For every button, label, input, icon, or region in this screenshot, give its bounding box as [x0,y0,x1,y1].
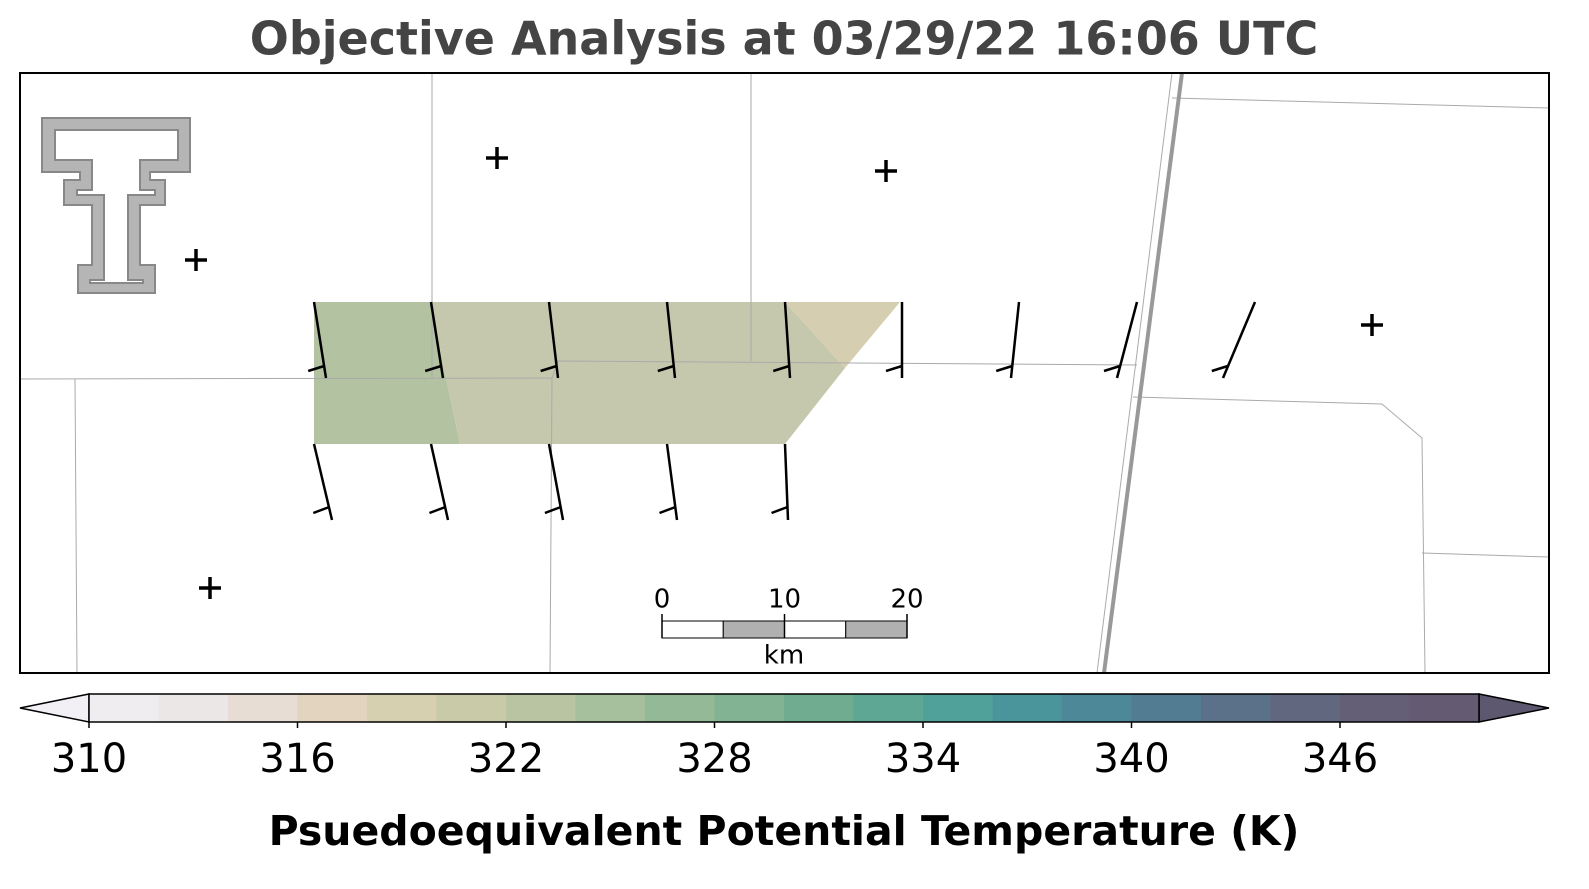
barb-flag [544,505,562,515]
scale-label: 20 [890,585,923,615]
colorbar-frame [88,693,1480,723]
colorbar-extend [19,693,90,723]
colorbar-segment [714,694,785,722]
station-marker [199,577,221,599]
scale-label: 0 [654,585,671,615]
colorbar-tick-label: 328 [676,736,752,782]
wind-barbs [307,301,1257,521]
colorbar-segment [436,694,507,722]
scale-segment [722,620,785,639]
highway [1102,72,1184,674]
colorbar-tick-label: 310 [51,736,127,782]
logo [41,117,191,294]
colorbar-segment [853,694,924,722]
county-line [549,377,553,674]
county-line [19,360,1138,380]
colorbar-segment [506,694,576,722]
logo-inner [54,129,179,284]
barb [665,301,677,379]
stations [185,147,1383,599]
station-marker [486,147,508,169]
barb-flag [995,364,1013,373]
scale-label: 10 [768,585,801,615]
colorbar-tick-label: 322 [468,736,544,782]
barb-flag [659,505,676,515]
scale-segment [661,620,724,639]
barb [1115,301,1139,379]
colorbar-segment [784,694,854,722]
colorbar-tick-label: 334 [885,736,961,782]
barb-flag [307,364,325,373]
county-line [1421,552,1550,558]
barb-flag [1103,364,1121,373]
colorbar-tick-label: 316 [259,736,335,782]
colorbar-segment [1201,694,1271,722]
barb [547,301,560,379]
colorbar-label: Psuedoequivalent Potential Temperature (… [269,807,1300,855]
county-line [1171,97,1550,109]
colorbar-segment [923,694,993,722]
colorbar-segment [297,694,368,722]
barb-flag [772,364,790,373]
colorbar-segment [645,694,715,722]
scale-bar: 0 10 20 km [654,585,924,671]
colorbar-segment [158,694,229,722]
title: Objective Analysis at 03/29/22 16:06 UTC [250,12,1319,66]
colorbar-segment [1062,694,1132,722]
colorbar-segment [992,694,1063,722]
colorbar: 310 316 322 328 334 340 346 [19,693,1550,782]
barb-flag [424,364,442,373]
colorbar-segment [89,694,159,722]
shaded-region [314,302,460,444]
colorbar-segment [1340,694,1410,722]
colorbar-segment [367,694,437,722]
barb-flag [1211,364,1229,373]
colorbar-segment [1409,694,1480,722]
barb-flag [771,505,788,515]
barb-flag [657,364,675,373]
scale-segment [845,620,908,639]
colorbar-segment [575,694,646,722]
barb-flag [885,364,903,373]
map-frame [19,72,1550,674]
county-line [1132,396,1426,674]
colorbar-tick-label: 340 [1093,736,1169,782]
station-marker [875,160,897,182]
colorbar-segment [1270,694,1341,722]
station-marker [185,249,207,271]
county-line [1096,72,1173,674]
barb-flag [540,364,558,373]
barb [1221,301,1257,379]
scale-segment [784,620,847,639]
barb [429,301,445,379]
map: 0 10 20 km [19,72,1550,674]
colorbar-extend [1478,693,1550,723]
shaded-region [430,302,845,444]
colorbar-segment [228,694,298,722]
county-line [74,378,78,674]
barb [1009,301,1021,379]
barb [312,301,328,379]
scale-unit: km [764,641,804,671]
shaded-region [785,302,900,368]
colorbar-segment [1131,694,1202,722]
station-marker [1361,314,1383,336]
barb-flag [312,505,330,515]
barb [783,301,792,379]
colorbar-tick-label: 346 [1302,736,1378,782]
barb-flag [429,505,446,515]
